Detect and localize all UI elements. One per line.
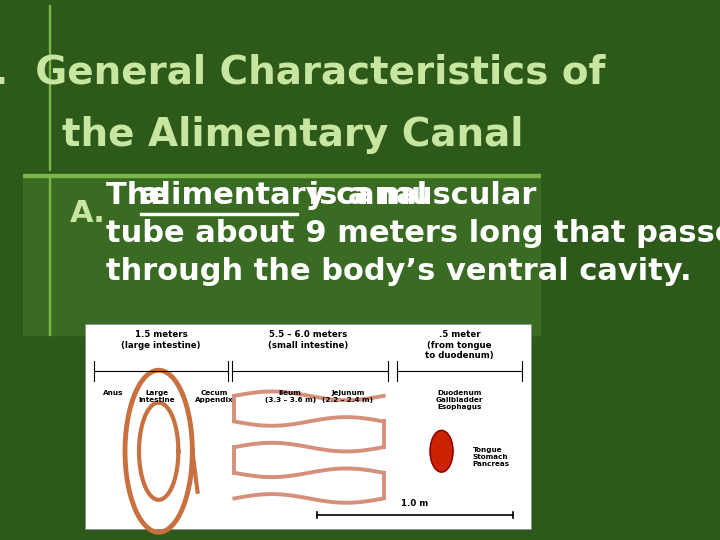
Text: .5 meter
(from tongue
to duodenum): .5 meter (from tongue to duodenum): [425, 330, 494, 360]
Text: The: The: [106, 181, 179, 210]
Text: Ileum
(3.3 – 3.6 m): Ileum (3.3 – 3.6 m): [264, 390, 315, 403]
Text: alimentary canal: alimentary canal: [140, 181, 427, 210]
Bar: [140, 213, 297, 215]
Text: is a muscular: is a muscular: [297, 181, 536, 210]
Text: Tongue
Stomach
Pancreas: Tongue Stomach Pancreas: [473, 447, 510, 467]
Polygon shape: [430, 430, 453, 472]
Text: Duodenum
Gallbladder
Esophagus: Duodenum Gallbladder Esophagus: [436, 390, 483, 410]
Bar: [49, 5, 50, 170]
Text: the Alimentary Canal: the Alimentary Canal: [62, 116, 523, 154]
Text: 1.5 meters
(large intestine): 1.5 meters (large intestine): [121, 330, 201, 349]
Text: I.  General Characteristics of: I. General Characteristics of: [0, 54, 606, 92]
Bar: [23, 176, 541, 335]
Text: Large
intestine: Large intestine: [138, 390, 175, 403]
Text: A.: A.: [70, 199, 106, 228]
Bar: [49, 176, 50, 335]
Text: Cecum
Appendix: Cecum Appendix: [195, 390, 234, 403]
Bar: [23, 0, 541, 173]
Text: tube about 9 meters long that passes: tube about 9 meters long that passes: [106, 219, 720, 248]
Text: Jejunum
(2.2 – 2.4 m): Jejunum (2.2 – 2.4 m): [323, 390, 374, 403]
Text: Anus: Anus: [103, 390, 124, 396]
Text: 1.0 m: 1.0 m: [401, 499, 428, 508]
Text: through the body’s ventral cavity.: through the body’s ventral cavity.: [106, 256, 691, 286]
Text: 5.5 – 6.0 meters
(small intestine): 5.5 – 6.0 meters (small intestine): [268, 330, 348, 349]
Bar: [23, 174, 541, 177]
Bar: [85, 324, 531, 529]
